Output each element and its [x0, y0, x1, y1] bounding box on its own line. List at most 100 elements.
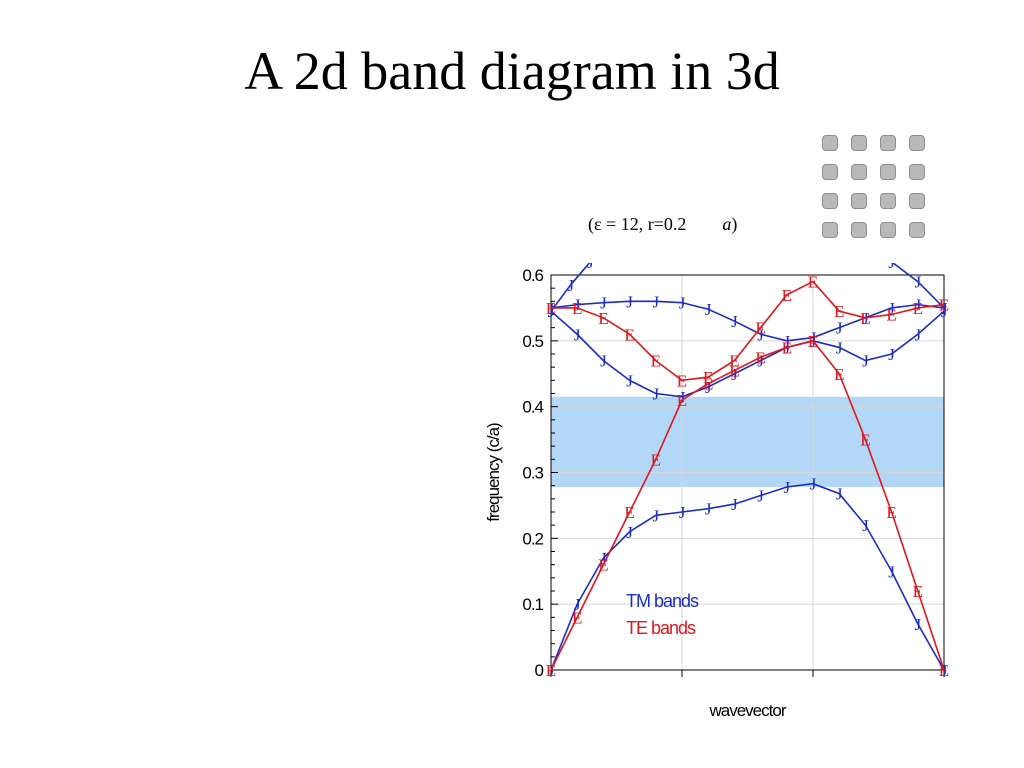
data-point-marker: J [810, 475, 817, 494]
y-tick-label: 0.1 [522, 595, 543, 614]
data-point-marker: E [729, 352, 739, 371]
data-point-marker: E [572, 608, 582, 627]
data-point-marker: E [546, 299, 556, 318]
data-point-marker: E [913, 299, 923, 318]
data-point-marker: J [626, 371, 633, 390]
data-point-marker: E [572, 299, 582, 318]
data-point-marker: J [888, 345, 895, 364]
data-point-marker: J [679, 388, 686, 407]
parameters-label: (ε = 12, r=0.2 a) [588, 214, 737, 235]
legend-entry: TM bands [626, 591, 699, 611]
data-point-marker: E [939, 296, 949, 315]
data-point-marker: J [836, 485, 843, 504]
data-point-marker: E [939, 661, 949, 680]
data-point-marker: E [886, 306, 896, 325]
data-point-marker: J [888, 255, 895, 272]
data-point-marker: E [782, 286, 792, 305]
data-point-marker: E [729, 361, 739, 380]
y-tick-label: 0.6 [522, 266, 543, 285]
band-line [550, 339, 945, 671]
data-point-marker: E [808, 273, 818, 292]
data-point-marker: J [941, 299, 948, 318]
data-point-marker: E [860, 431, 870, 450]
data-point-marker: J [574, 325, 581, 344]
data-point-marker: J [914, 615, 921, 634]
y-tick-label: 0.4 [522, 398, 543, 417]
data-point-marker: E [834, 365, 844, 384]
data-point-marker: J [862, 516, 869, 535]
data-point-marker: J [783, 478, 790, 497]
square-lattice-icon [822, 135, 930, 243]
data-point-marker: J [548, 302, 555, 321]
data-point-marker: J [600, 549, 607, 568]
data-point-marker: J [574, 296, 581, 315]
data-point-marker: E [677, 371, 687, 390]
data-point-marker: J [548, 661, 555, 680]
x-axis-label: wavevector [709, 701, 787, 720]
params-prefix: (ε = 12, r=0.2 [588, 214, 687, 234]
band-line [550, 263, 591, 312]
data-point-marker: J [888, 562, 895, 581]
params-suffix: ) [731, 214, 738, 234]
data-point-marker: J [679, 503, 686, 522]
data-point-marker: J [888, 299, 895, 318]
data-point-marker: J [548, 302, 555, 321]
data-point-marker: J [567, 276, 574, 295]
lattice-rod [880, 193, 896, 209]
y-tick-label: 0 [535, 661, 544, 680]
lattice-rod [822, 222, 838, 238]
data-point-marker: J [836, 338, 843, 357]
data-point-marker: J [836, 319, 843, 338]
data-point-marker: J [731, 365, 738, 384]
data-point-marker: J [574, 595, 581, 614]
data-point-marker: J [914, 325, 921, 344]
data-point-marker: J [757, 487, 764, 506]
data-point-marker: J [914, 296, 921, 315]
data-point-marker: J [600, 294, 607, 313]
data-point-marker: E [677, 391, 687, 410]
data-point-marker: J [705, 378, 712, 397]
band-line [550, 310, 945, 398]
data-point-marker: E [598, 556, 608, 575]
data-point-marker: E [886, 503, 896, 522]
data-point-marker: J [626, 292, 633, 311]
band-gap-region [551, 396, 944, 487]
data-point-marker: J [587, 255, 594, 272]
legend-entry: TE bands [626, 618, 696, 638]
data-point-marker: J [757, 352, 764, 371]
data-point-marker: J [783, 332, 790, 351]
data-point-marker: E [808, 332, 818, 351]
data-point-marker: J [652, 506, 659, 525]
lattice-rod [851, 135, 867, 151]
params-unit: a [722, 214, 732, 234]
y-tick-label: 0.3 [522, 464, 543, 483]
data-point-marker: J [810, 329, 817, 348]
data-point-marker: E [703, 375, 713, 394]
data-point-marker: J [941, 299, 948, 318]
data-point-marker: J [652, 292, 659, 311]
data-point-marker: E [651, 352, 661, 371]
lattice-rod [880, 135, 896, 151]
lattice-rod [909, 193, 925, 209]
band-line [551, 280, 945, 382]
data-point-marker: E [782, 338, 792, 357]
data-point-marker: J [914, 273, 921, 292]
lattice-rod [851, 164, 867, 180]
band-line [550, 300, 945, 342]
lattice-rod [909, 135, 925, 151]
data-point-marker: E [755, 319, 765, 338]
lattice-rod [909, 222, 925, 238]
data-point-marker: J [705, 500, 712, 519]
data-point-marker: E [598, 309, 608, 328]
data-point-marker: J [626, 523, 633, 542]
data-point-marker: J [705, 300, 712, 319]
data-point-marker: J [941, 661, 948, 680]
lattice-rod [880, 164, 896, 180]
y-axis-label: frequency (c/a) [484, 423, 503, 522]
lattice-rod [851, 222, 867, 238]
data-point-marker: E [913, 582, 923, 601]
data-point-marker: J [941, 302, 948, 321]
data-point-marker: E [834, 302, 844, 321]
data-point-marker: J [731, 495, 738, 514]
